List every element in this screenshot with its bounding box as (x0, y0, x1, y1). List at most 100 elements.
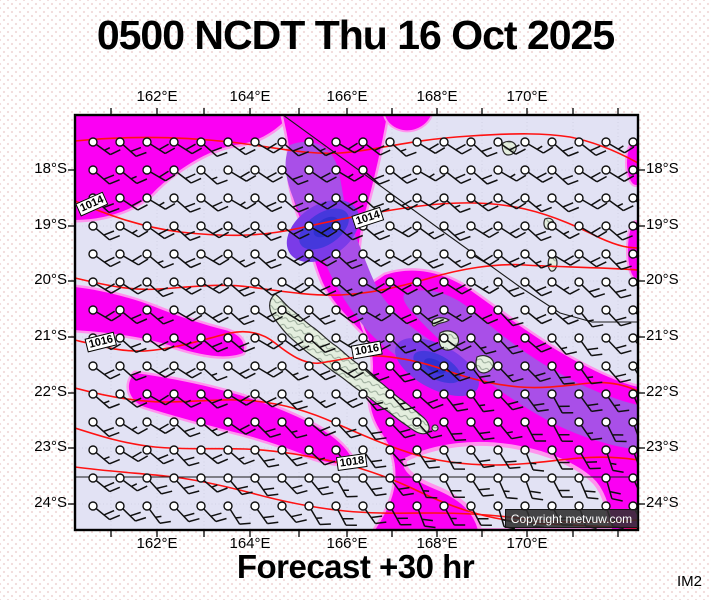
wind-barb (466, 221, 500, 239)
wind-barb (250, 417, 281, 438)
lon-label-top: 162°E (136, 88, 178, 105)
lon-label-top: 168°E (416, 88, 458, 105)
forecast-label: Forecast +30 hr (236, 548, 475, 585)
wind-barb (547, 193, 580, 213)
wind-barb (277, 445, 308, 467)
wind-barb (520, 277, 553, 297)
wind-barb (88, 277, 122, 294)
wind-barb (88, 389, 120, 409)
wind-barb (358, 389, 388, 412)
wind-barb (412, 501, 436, 529)
wind-barb (250, 137, 284, 154)
wind-barb (169, 165, 202, 184)
wind-barb (520, 333, 552, 353)
wind-barb (601, 249, 632, 271)
wind-barb (412, 445, 440, 469)
wind-barb (385, 473, 414, 496)
wind-barb (385, 389, 416, 411)
wind-barb (250, 333, 284, 350)
wind-barb (142, 193, 176, 210)
wind-barb (277, 249, 311, 266)
wind-barb (304, 221, 338, 238)
wind-barb (439, 361, 471, 382)
wind-barb (88, 249, 121, 268)
wind-barb (493, 193, 527, 210)
wind-barb (142, 137, 176, 155)
wind-barb (115, 445, 149, 463)
wind-barb (169, 249, 202, 269)
wind-barb (115, 361, 147, 381)
wind-barb (493, 165, 527, 182)
wind-barb (412, 221, 445, 240)
wind-barb (601, 473, 623, 502)
wind-barb (601, 389, 630, 413)
wind-barb (331, 305, 364, 324)
wind-barb (385, 193, 418, 211)
precip-patch-north (383, 115, 433, 133)
lat-label-right: 18°S (646, 160, 679, 177)
wind-barb (277, 137, 309, 157)
wind-barb (88, 417, 120, 438)
wind-barb (520, 361, 551, 383)
wind-barb (493, 389, 524, 411)
wind-barb (196, 445, 229, 465)
wind-barb (574, 165, 607, 183)
wind-barb (169, 473, 200, 495)
wind-barb (574, 221, 608, 238)
wind-barb (169, 333, 203, 350)
wind-barb (196, 417, 229, 437)
wind-barb (196, 137, 228, 158)
wind-barb (520, 249, 552, 269)
lat-label-left: 19°S (34, 216, 67, 233)
wind-barb (358, 277, 392, 294)
wind-barb (493, 221, 526, 239)
wind-barb (412, 165, 446, 182)
wind-barb (169, 361, 202, 379)
wind-barb (439, 193, 471, 214)
wind-barb (277, 389, 308, 411)
wind-barb (304, 473, 334, 496)
wind-barb (142, 249, 174, 269)
wind-barb (574, 249, 607, 268)
precip-heavy-layer (285, 141, 638, 450)
wind-barb (142, 389, 176, 406)
wind-barb (304, 249, 338, 267)
wind-barb (439, 137, 472, 155)
wind-barb (115, 417, 148, 435)
lat-label-right: 19°S (646, 216, 679, 233)
wind-barb (358, 137, 391, 156)
wind-barb (439, 473, 465, 498)
wind-barb (385, 501, 412, 526)
wind-barb (574, 361, 603, 385)
wind-barb (466, 333, 497, 355)
wind-barb (439, 389, 469, 412)
wind-barb (169, 445, 200, 467)
wind-barb (466, 137, 498, 158)
wind-barb (331, 193, 364, 212)
wind-barb (601, 361, 631, 383)
corner-label: IM2 (676, 573, 702, 590)
page-title: 0500 NCDT Thu 16 Oct 2025 (96, 12, 615, 58)
wind-barb (115, 473, 148, 492)
wind-barb (331, 137, 365, 154)
wind-barb (547, 249, 581, 266)
wind-barb (169, 389, 202, 408)
wind-barb (304, 333, 336, 354)
wind-barb (412, 137, 446, 154)
wind-barb (277, 221, 310, 240)
wind-barb (277, 501, 307, 524)
wind-barb (277, 305, 311, 323)
wind-barb (547, 137, 579, 157)
wind-barb (385, 277, 418, 295)
wind-barb (439, 417, 467, 442)
wind-barb (439, 221, 471, 242)
wind-barb (88, 137, 121, 156)
wind-barb (331, 165, 365, 182)
wind-barb (277, 193, 309, 213)
wind-barb (412, 417, 443, 439)
wind-barb (196, 193, 229, 212)
wind-barb (196, 305, 229, 323)
wind-barb (196, 221, 230, 239)
wind-barb (358, 361, 390, 382)
wind-barb (520, 473, 544, 501)
